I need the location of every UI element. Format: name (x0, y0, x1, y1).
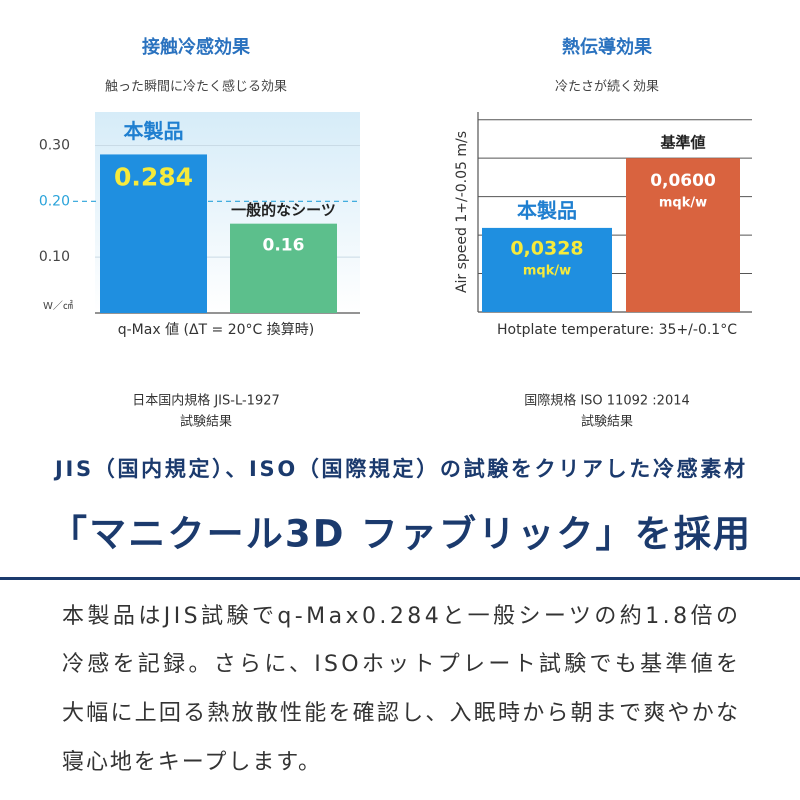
body-line: 大幅に上回る熱放散性能を確認し、入眠時から朝まで爽やかな (62, 701, 738, 726)
y-unit: W／㎠ (43, 300, 73, 312)
value-unit: mqk/w (523, 263, 571, 278)
divider (0, 577, 800, 580)
chart-subtitle: 触った瞬間に冷たく感じる効果 (105, 79, 287, 95)
bar (482, 227, 612, 312)
x-axis-label: Hotplate temperature: 35+/-0.1°C (497, 322, 737, 338)
y-tick-label: 0.10 (39, 249, 70, 265)
body-line: 寝心地をキープします。 (62, 750, 320, 775)
footnote: 日本国内規格 JIS-L-1927 (132, 393, 280, 409)
y-tick-label: 0.30 (39, 138, 70, 154)
footnote: 国際規格 ISO 11092 :2014 (524, 393, 690, 409)
chart-subtitle: 冷たさが続く効果 (555, 80, 659, 95)
x-axis-label: q-Max 値 (ΔT = 20°C 換算時) (118, 322, 315, 338)
value-label: 0.284 (114, 162, 193, 191)
y-axis-label: Air speed 1+/-0.05 m/s (454, 131, 470, 293)
footnote: 試験結果 (581, 414, 633, 430)
footnote: 試験結果 (180, 414, 232, 430)
body-line: 冷感を記録。さらに、ISOホットプレート試験でも基準値を (62, 652, 738, 677)
value-unit: mqk/w (659, 196, 707, 211)
bar (230, 223, 337, 313)
chart-title: 熱伝導効果 (562, 36, 653, 58)
category-label: 基準値 (659, 134, 705, 152)
product-line: 「マニクール3D ファブリック」を採用 (50, 513, 750, 556)
category-label: 一般的なシーツ (231, 201, 336, 219)
bar (626, 158, 740, 312)
chart-title: 接触冷感効果 (142, 36, 251, 58)
y-tick-label: 0.20 (39, 193, 70, 209)
category-label: 本製品 (124, 119, 184, 143)
category-label: 本製品 (517, 198, 577, 222)
value-label: 0,0328 (510, 237, 583, 259)
value-label: 0.16 (263, 236, 305, 256)
bar (100, 154, 207, 313)
headline: JIS（国内規定）、ISO（国際規定）の試験をクリアした冷感素材 (53, 457, 745, 481)
body-line: 本製品はJIS試験でq-Max0.284と一般シーツの約1.8倍の (62, 604, 738, 629)
value-label: 0,0600 (650, 171, 716, 191)
